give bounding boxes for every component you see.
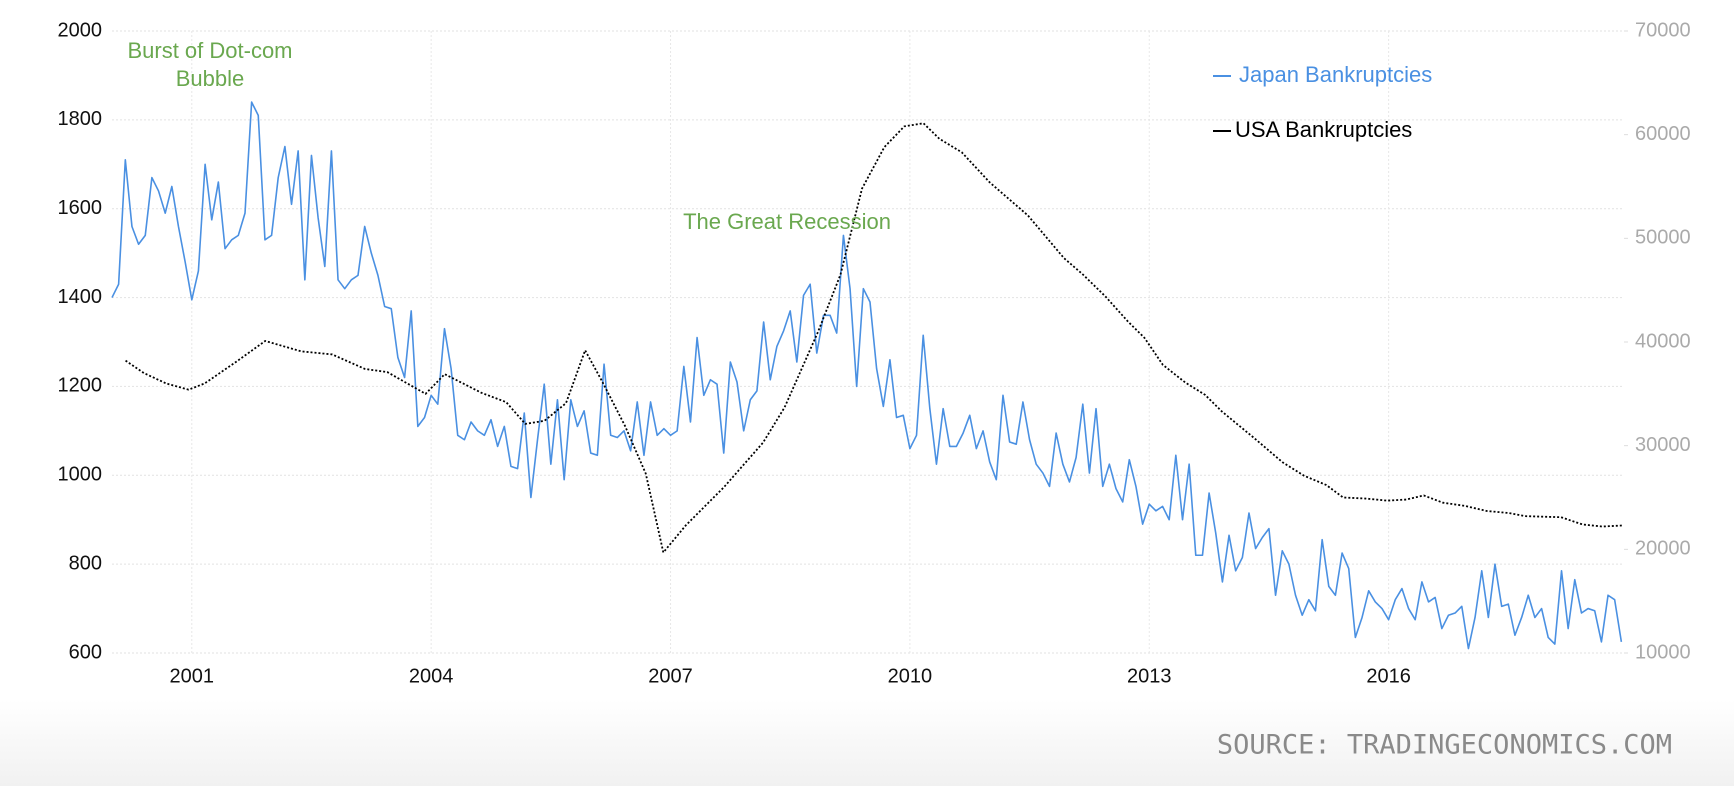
legend-label: Japan Bankruptcies [1239, 62, 1432, 87]
y-tick-label: 1600 [58, 197, 103, 219]
y2-tick-label: 30000 [1635, 434, 1691, 456]
y2-tick-label: 70000 [1635, 19, 1691, 41]
series-line [111, 101, 1623, 650]
y2-tick-label: 10000 [1635, 641, 1691, 663]
source: SOURCE: TRADINGECONOMICS.COM [1217, 730, 1672, 761]
legend-label: USA Bankruptcies [1235, 117, 1412, 142]
y2-tick-label: 50000 [1635, 227, 1691, 249]
x-tick-label: 2007 [648, 665, 693, 687]
series-line [125, 122, 1623, 554]
annotation: The Great Recession [683, 209, 891, 234]
x-tick-label: 2004 [409, 665, 454, 687]
x-tick-label: 2010 [888, 665, 933, 687]
y-tick-label: 1800 [58, 108, 103, 130]
y2-tick-label: 20000 [1635, 538, 1691, 560]
x-tick-label: 2001 [170, 665, 215, 687]
y-tick-label: 1400 [58, 286, 103, 308]
y2-tick-label: 40000 [1635, 330, 1691, 352]
annotation: Burst of Dot-com Bubble [127, 38, 293, 91]
y2-tick-label: 60000 [1635, 123, 1691, 145]
y-tick-label: 800 [69, 552, 102, 574]
y-tick-label: 2000 [58, 19, 103, 41]
y-tick-label: 600 [69, 641, 102, 663]
x-tick-label: 2016 [1366, 665, 1411, 687]
y-tick-label: 1000 [58, 464, 103, 486]
y-tick-label: 1200 [58, 375, 103, 397]
x-tick-label: 2013 [1127, 665, 1172, 687]
